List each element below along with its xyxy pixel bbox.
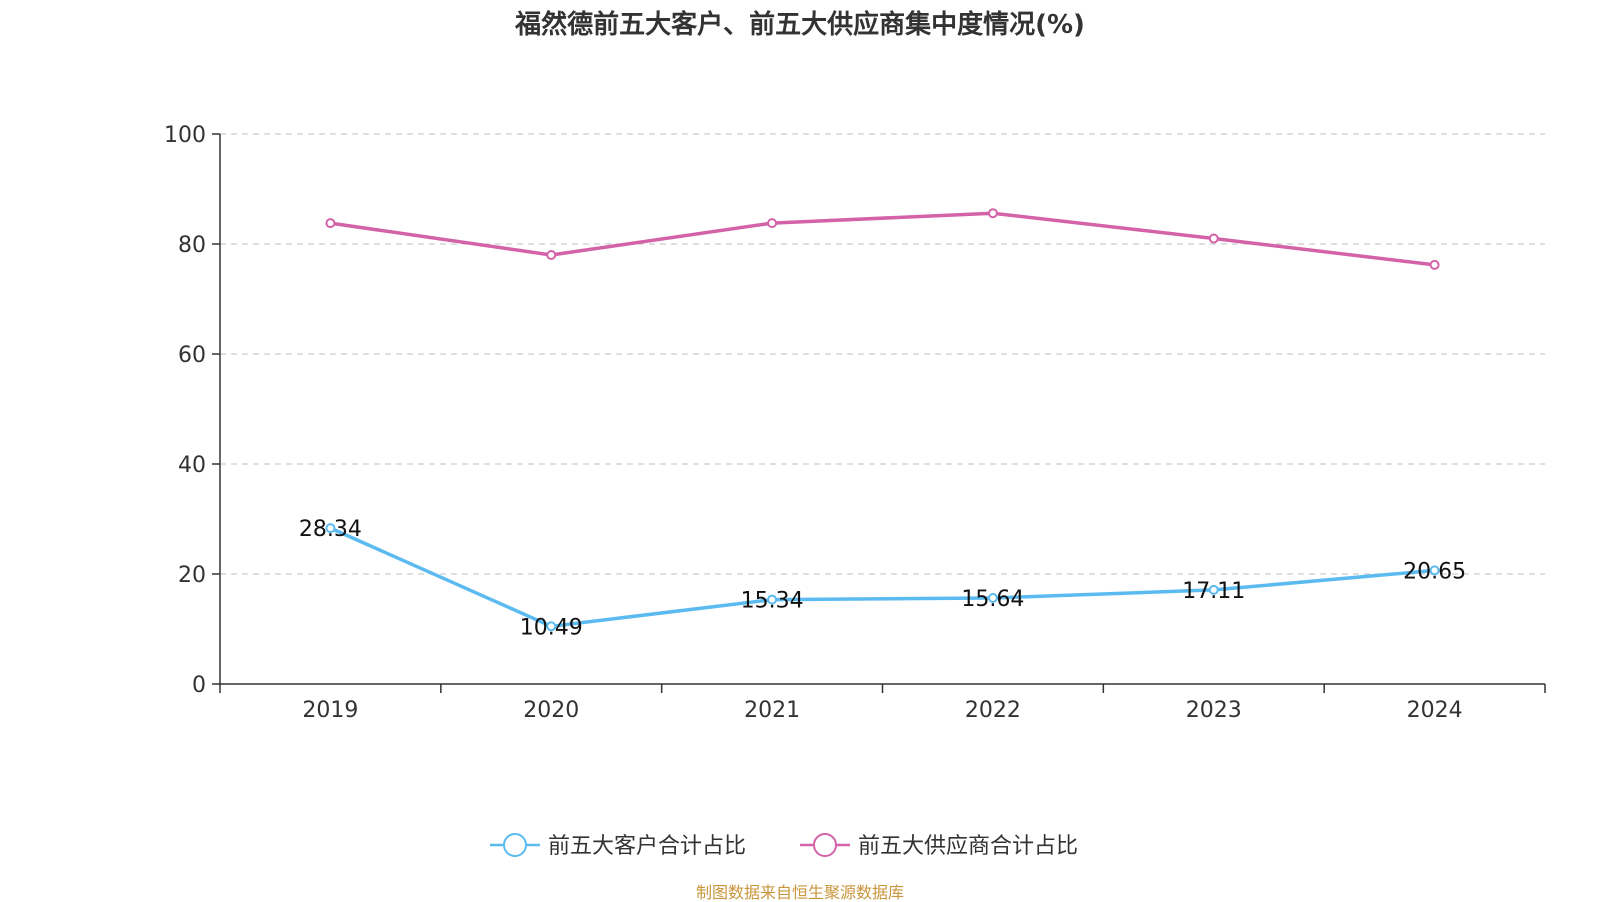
- y-tick-label: 40: [178, 453, 206, 478]
- grid-lines: [220, 133, 1545, 575]
- legend-marker: [813, 833, 837, 857]
- data-source-note: 制图数据来自恒生聚源数据库: [695, 883, 904, 902]
- y-tick-label: 100: [164, 123, 206, 148]
- data-labels: 28.34 10.49 15.34 15.64 17.11 20.65: [299, 517, 1466, 640]
- data-point: [546, 250, 557, 260]
- x-tick-label: 2022: [965, 698, 1021, 723]
- axes: 0 20 40 60 80 100 2019 2020 2021 2022 2023 2024: [164, 123, 1546, 723]
- y-tick-label: 60: [178, 343, 206, 368]
- data-point: [987, 208, 998, 219]
- legend-label: 前五大供应商合计占比: [858, 834, 1078, 859]
- x-tick-label: 2021: [744, 698, 800, 723]
- series-line: [330, 211, 1435, 267]
- data-point: [1208, 233, 1219, 244]
- series: [325, 208, 1440, 632]
- chart-title: 福然德前五大客户、前五大供应商集中度情况(%): [515, 10, 1085, 40]
- legend-label: 前五大客户合计占比: [548, 834, 746, 859]
- legend-item: 前五大供应商合计占比: [800, 833, 1078, 859]
- data-point: [1429, 565, 1440, 576]
- data-label: 10.49: [520, 615, 583, 640]
- y-tick-label: 20: [178, 563, 206, 588]
- x-tick-label: 2019: [302, 698, 358, 723]
- x-tick-label: 2023: [1186, 698, 1242, 723]
- series-line: [329, 526, 1435, 629]
- data-label: 20.65: [1403, 559, 1466, 584]
- data-label: 15.34: [741, 589, 804, 614]
- x-tick-label: 2024: [1407, 698, 1463, 723]
- data-point: [1429, 259, 1440, 270]
- y-tick-label: 0: [192, 673, 206, 698]
- data-label: 28.34: [299, 517, 362, 542]
- data-point: [325, 218, 336, 229]
- data-point: [987, 592, 998, 603]
- data-point: [767, 218, 778, 229]
- x-tick-label: 2020: [523, 698, 579, 723]
- legend: 前五大客户合计占比 前五大供应商合计占比: [490, 833, 1078, 859]
- data-label: 15.64: [961, 587, 1024, 612]
- y-tick-label: 80: [178, 233, 206, 258]
- data-point: [1208, 584, 1219, 595]
- data-point: [546, 621, 557, 632]
- data-point: [767, 594, 778, 605]
- data-label: 17.11: [1182, 579, 1245, 604]
- legend-item: 前五大客户合计占比: [490, 833, 746, 859]
- legend-marker: [503, 833, 527, 857]
- data-point: [325, 523, 336, 534]
